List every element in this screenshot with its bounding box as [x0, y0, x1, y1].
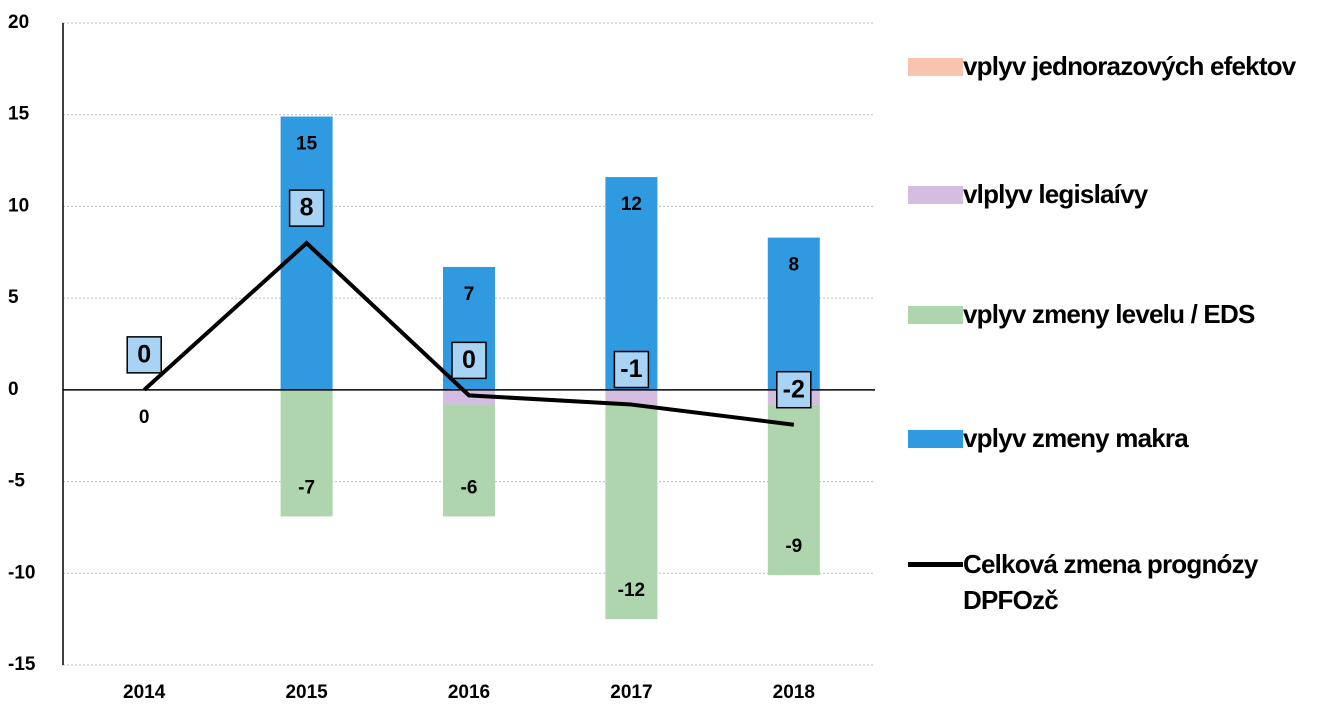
x-tick-label: 2016 [448, 682, 490, 703]
y-tick-label: -5 [8, 471, 25, 492]
legend-swatch [908, 58, 963, 76]
y-tick-label: 5 [8, 287, 19, 308]
bar [280, 116, 333, 390]
legend-item: vplyv jednorazových efektov [908, 48, 1323, 84]
x-tick-label: 2014 [123, 682, 166, 703]
x-tick-label: 2017 [610, 682, 652, 703]
data-label: -6 [461, 477, 478, 498]
legend-item: Celková zmena prognózy DPFOzč [908, 546, 1323, 618]
legend-swatch [908, 430, 963, 448]
line-label: 0 [462, 346, 476, 374]
legend-item: vplyv zmeny makra [908, 420, 1323, 456]
label-box [613, 350, 650, 389]
legend-label: vlplyv legislaívy [963, 179, 1148, 209]
label-box [126, 336, 162, 374]
label-box [288, 189, 325, 227]
label-box [451, 341, 487, 380]
x-tick-label: 2015 [285, 682, 328, 703]
x-tick-label: 2018 [773, 682, 815, 703]
data-label: -9 [785, 536, 802, 557]
legend-swatch [908, 186, 963, 204]
bar [280, 389, 333, 517]
bar [767, 404, 820, 576]
line [142, 240, 795, 427]
data-label: 7 [464, 284, 475, 305]
y-tick-label: 0 [8, 379, 19, 400]
legend-swatch [908, 562, 963, 567]
y-tick-label: 10 [8, 195, 29, 216]
legend-label: vplyv zmeny levelu / EDS [963, 299, 1255, 329]
bar [605, 389, 658, 405]
label-box [776, 370, 812, 409]
legend-item: vplyv zmeny levelu / EDS [908, 296, 1323, 332]
line-label: -1 [620, 355, 642, 383]
bar [443, 404, 495, 517]
line-label: 0 [137, 340, 151, 368]
bar [767, 237, 820, 390]
data-label: 15 [296, 134, 318, 155]
legend-item: vlplyv legislaívy [908, 176, 1323, 212]
data-label: 0 [139, 407, 150, 428]
data-label: 8 [789, 255, 800, 276]
legend-swatch [908, 306, 963, 324]
legend-label: vplyv zmeny makra [963, 423, 1189, 453]
legend-label: vplyv jednorazových efektov [963, 51, 1296, 81]
y-tick-label: -10 [8, 562, 35, 583]
y-tick-label: 15 [8, 104, 30, 125]
line-label: 8 [300, 194, 314, 222]
y-tick-label: -15 [8, 654, 36, 675]
legend-label: Celková zmena prognózy DPFOzč [963, 549, 1258, 615]
y-tick-label: 20 [8, 12, 29, 33]
data-label: -12 [618, 580, 645, 601]
data-label: 12 [621, 194, 642, 215]
data-label: -7 [298, 477, 315, 498]
bar [605, 404, 658, 620]
line-label: -2 [783, 375, 805, 403]
